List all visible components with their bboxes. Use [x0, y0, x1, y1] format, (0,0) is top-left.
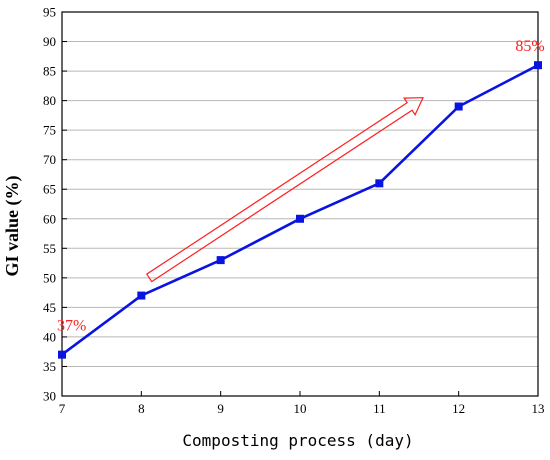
y-tick-label: 65	[43, 182, 56, 197]
y-tick-label: 45	[43, 300, 56, 315]
data-point	[216, 256, 225, 265]
data-point	[137, 291, 146, 300]
annotation-label: 85%	[515, 38, 544, 55]
data-point	[375, 179, 384, 188]
data-point	[296, 214, 304, 223]
y-axis-label: GI value (%)	[2, 175, 23, 276]
data-point	[58, 350, 66, 359]
trend-arrow-shape	[145, 97, 424, 283]
y-tick-label: 35	[43, 359, 56, 374]
series-layer	[58, 61, 542, 359]
plot-frame	[61, 11, 539, 397]
x-tick-label: 13	[532, 401, 545, 416]
trend-arrow	[145, 97, 424, 283]
y-tick-label: 75	[43, 123, 56, 138]
y-tick-label: 55	[43, 241, 56, 256]
x-tick-label: 11	[373, 401, 386, 416]
y-tick-label: 80	[43, 93, 56, 108]
data-point	[454, 102, 463, 111]
x-axis-label: Composting process (day)	[182, 431, 413, 450]
y-tick-label: 90	[43, 34, 56, 49]
series-line	[61, 64, 539, 356]
x-tick-label: 7	[59, 401, 66, 416]
data-point	[534, 61, 542, 70]
y-axis-ticks: 30 35 40 45 50 55 60 65 70 75 80 85 90 95	[43, 5, 67, 404]
x-tick-label: 10	[294, 401, 307, 416]
y-tick-label: 40	[43, 329, 56, 344]
grid-lines	[62, 41, 538, 367]
y-tick-label: 95	[43, 5, 56, 20]
x-tick-label: 12	[452, 401, 465, 416]
annotation-label: 37%	[57, 318, 86, 335]
y-tick-label: 85	[43, 64, 56, 79]
y-tick-label: 50	[43, 270, 56, 285]
x-axis-ticks: 7 8 9 10 11 12 13	[59, 391, 545, 416]
y-tick-label: 60	[43, 211, 56, 226]
x-tick-label: 9	[217, 401, 224, 416]
y-tick-label: 70	[43, 152, 56, 167]
x-tick-label: 8	[138, 401, 145, 416]
y-tick-label: 30	[43, 389, 56, 404]
annotations: 37% 85%	[57, 38, 545, 334]
